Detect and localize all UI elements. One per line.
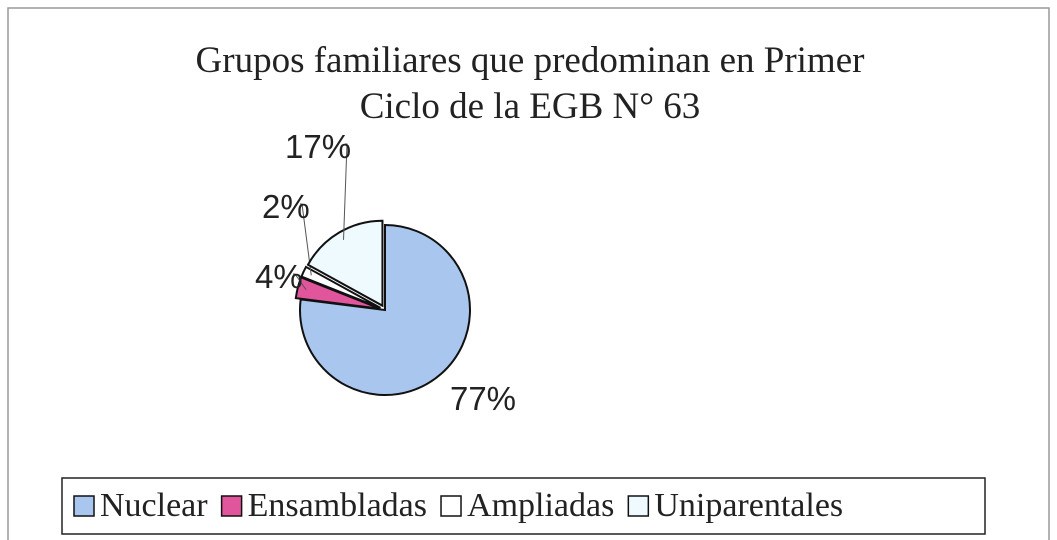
chart-title: Grupos familiares que predominan en Prim… xyxy=(196,40,865,81)
legend-box xyxy=(61,477,986,535)
legend-swatch xyxy=(73,495,95,517)
pie-slice xyxy=(299,223,471,396)
legend-swatch xyxy=(627,495,650,517)
data-label: 17% xyxy=(285,128,351,165)
chart-frame xyxy=(7,7,1050,540)
leader-line xyxy=(293,273,307,291)
chart-title: Ciclo de la EGB N° 63 xyxy=(360,86,701,127)
legend-swatch xyxy=(220,495,243,517)
leader-line xyxy=(343,143,348,240)
leader-line xyxy=(300,203,312,276)
pie-slice xyxy=(306,219,384,308)
legend-label: Uniparentales xyxy=(654,487,843,524)
data-label: 2% xyxy=(262,188,310,225)
pie-slice xyxy=(300,265,381,309)
data-label: 77% xyxy=(450,380,516,417)
legend-label: Nuclear xyxy=(100,487,208,524)
legend-label: Ensambladas xyxy=(248,487,427,524)
legend-label: Ampliadas xyxy=(467,487,614,524)
data-label: 4% xyxy=(255,258,303,295)
legend-swatch xyxy=(440,495,462,517)
